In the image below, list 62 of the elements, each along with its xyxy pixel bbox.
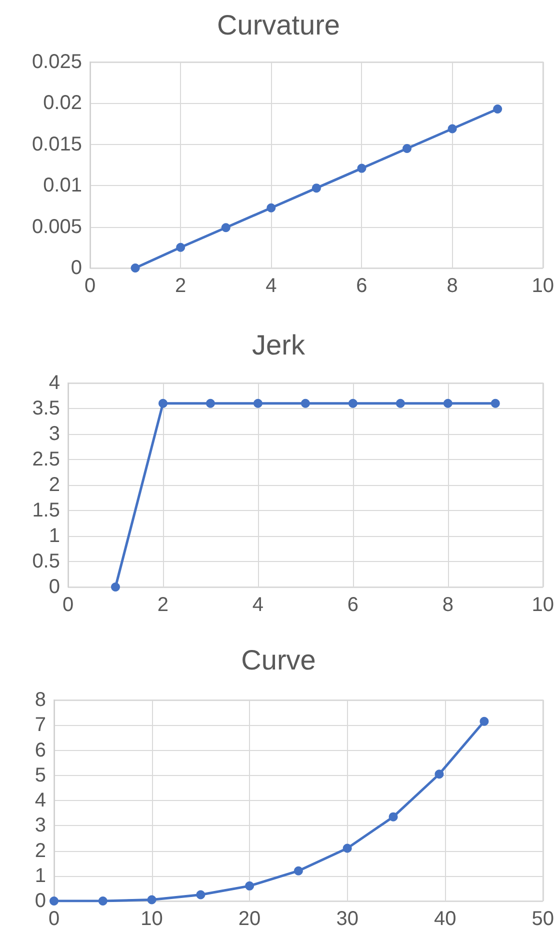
point bbox=[221, 223, 230, 232]
point bbox=[266, 203, 276, 212]
y-tick-label: 0.01 bbox=[43, 174, 82, 197]
y-tick-label: 3 bbox=[48, 423, 60, 445]
point bbox=[312, 184, 321, 193]
x-tick-label: 8 bbox=[446, 275, 458, 297]
y-tick-label: 2 bbox=[48, 474, 60, 496]
point bbox=[448, 124, 457, 134]
x-tick-label: 2 bbox=[175, 275, 186, 297]
y-tick-label: 1.5 bbox=[32, 500, 60, 522]
point bbox=[50, 896, 58, 906]
y-tick-label: 2.5 bbox=[32, 448, 60, 470]
x-tick-label: 10 bbox=[140, 908, 163, 930]
point bbox=[388, 812, 398, 822]
chart-title: Curve bbox=[241, 644, 316, 676]
point bbox=[147, 895, 156, 904]
x-tick-label: 20 bbox=[238, 908, 261, 930]
x-tick-label: 10 bbox=[532, 594, 554, 616]
point bbox=[130, 264, 140, 272]
y-tick-label: 0 bbox=[34, 890, 46, 912]
point bbox=[434, 770, 444, 779]
point bbox=[245, 881, 254, 890]
x-tick-label: 50 bbox=[532, 908, 554, 930]
x-tick-label: 8 bbox=[442, 594, 454, 616]
x-tick-label: 10 bbox=[532, 275, 554, 297]
x-tick-label: 6 bbox=[347, 594, 358, 616]
y-tick-label: 0.02 bbox=[43, 92, 82, 114]
y-tick-label: 5 bbox=[34, 764, 46, 786]
y-tick-label: 8 bbox=[34, 689, 46, 711]
y-tick-label: 6 bbox=[34, 739, 46, 762]
y-tick-label: 0 bbox=[48, 576, 60, 598]
point bbox=[98, 896, 108, 906]
point bbox=[342, 844, 352, 853]
point bbox=[357, 164, 366, 173]
y-tick-label: 0.005 bbox=[32, 216, 82, 238]
point bbox=[493, 104, 502, 114]
y-tick-label: 1 bbox=[48, 525, 60, 547]
y-tick-label: 2 bbox=[34, 840, 46, 862]
y-tick-label: 4 bbox=[34, 790, 46, 812]
y-tick-label: 3 bbox=[34, 814, 46, 837]
x-tick-label: 0 bbox=[84, 275, 96, 297]
chart-title: Jerk bbox=[252, 330, 306, 360]
y-tick-label: 3.5 bbox=[32, 398, 60, 420]
y-tick-label: 7 bbox=[34, 714, 46, 736]
chart-title: Curvature bbox=[217, 10, 340, 40]
point bbox=[480, 716, 489, 726]
y-tick-label: 0.5 bbox=[32, 550, 60, 572]
x-tick-label: 30 bbox=[336, 908, 358, 930]
y-tick-label: 4 bbox=[48, 372, 60, 394]
point bbox=[294, 866, 303, 876]
x-tick-label: 4 bbox=[266, 275, 277, 297]
y-tick-label: 0.025 bbox=[32, 51, 82, 73]
y-tick-label: 1 bbox=[34, 864, 46, 887]
x-tick-label: 40 bbox=[434, 908, 456, 930]
y-tick-label: 0 bbox=[70, 257, 82, 279]
point bbox=[176, 242, 186, 252]
point bbox=[402, 144, 412, 154]
point bbox=[196, 890, 206, 900]
x-tick-label: 4 bbox=[252, 594, 264, 616]
y-tick-label: 0.015 bbox=[32, 133, 82, 156]
x-tick-label: 2 bbox=[157, 594, 169, 616]
x-tick-label: 6 bbox=[356, 275, 368, 297]
